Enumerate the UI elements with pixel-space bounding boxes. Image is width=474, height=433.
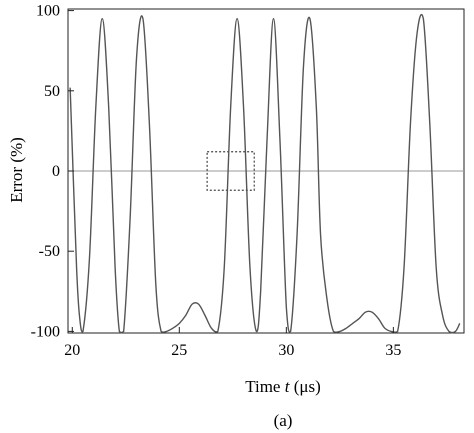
y-tick-label: 0 [52,163,60,180]
y-tick-label: -50 [39,243,60,260]
y-axis-ticks: 100 50 0 -50 -100 [31,3,74,340]
x-tick-label: 25 [171,342,187,359]
y-axis-title: Error (%) [7,137,26,203]
figure-caption: (a) [274,411,293,430]
x-tick-label: 20 [64,342,80,359]
y-tick-label: 100 [36,3,60,20]
series-line [69,13,461,334]
y-tick-label: 50 [44,83,60,100]
x-tick-label: 35 [385,342,401,359]
x-tick-label: 30 [278,342,294,359]
y-tick-label: -100 [31,323,60,340]
x-axis-ticks: 20 25 30 35 [64,327,401,359]
highlight-box [206,151,255,191]
x-axis-title: Time t (μs) [245,377,321,396]
